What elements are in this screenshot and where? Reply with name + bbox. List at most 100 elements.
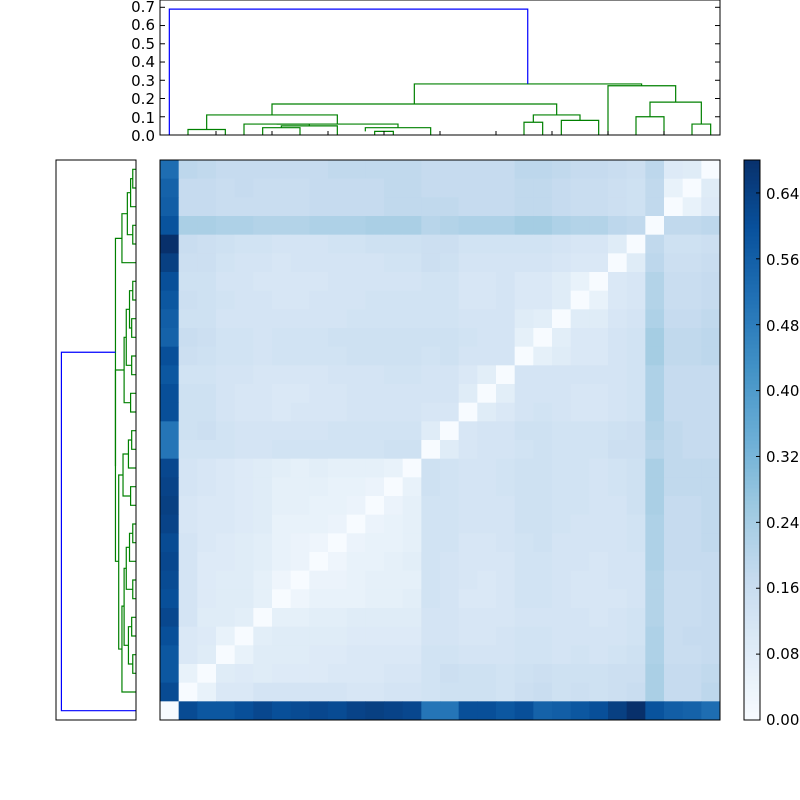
heatmap-cell (197, 477, 217, 497)
heatmap-cell (216, 234, 236, 254)
colorbar-segment (744, 608, 760, 613)
heatmap-cell (458, 309, 478, 329)
heatmap-cell (272, 402, 292, 422)
colorbar-segment (744, 508, 760, 513)
heatmap-cell (384, 272, 404, 292)
heatmap-cell (682, 253, 702, 273)
heatmap-cell (514, 626, 534, 646)
heatmap-cell (645, 253, 665, 273)
heatmap-cell (178, 421, 198, 441)
heatmap-cell (570, 272, 590, 292)
heatmap-cell (384, 440, 404, 460)
heatmap-cell (384, 570, 404, 590)
heatmap-cell (589, 253, 609, 273)
heatmap-cell (589, 533, 609, 553)
heatmap-cell (402, 178, 422, 198)
heatmap-cell (533, 514, 553, 534)
heatmap-cell (421, 552, 441, 572)
heatmap-cell (290, 328, 310, 348)
heatmap-cell (552, 290, 572, 310)
heatmap-cell (682, 589, 702, 609)
heatmap-cell (496, 290, 516, 310)
heatmap-cell (290, 589, 310, 609)
heatmap-cell (608, 645, 628, 665)
heatmap-cell (458, 178, 478, 198)
heatmap-cell (402, 477, 422, 497)
heatmap-cell (272, 197, 292, 217)
colorbar-segment (744, 600, 760, 605)
colorbar-segment (744, 240, 760, 245)
heatmap-cell (160, 514, 180, 534)
heatmap-cell (384, 664, 404, 684)
heatmap-cell (514, 234, 534, 254)
heatmap-cell (626, 701, 646, 721)
heatmap-cell (440, 290, 460, 310)
heatmap-cell (328, 458, 348, 478)
heatmap-cell (365, 421, 385, 441)
heatmap-cell (197, 664, 217, 684)
heatmap-cell (290, 197, 310, 217)
heatmap-cell (234, 253, 254, 273)
heatmap-cell (552, 421, 572, 441)
heatmap-cell (346, 234, 366, 254)
heatmap-cell (496, 570, 516, 590)
colorbar-segment (744, 376, 760, 381)
heatmap-cell (178, 664, 198, 684)
heatmap-cell (701, 645, 721, 665)
heatmap-cell (346, 552, 366, 572)
heatmap-cell (477, 402, 497, 422)
heatmap-cell (309, 234, 329, 254)
dendrogram-link (132, 579, 136, 600)
heatmap-cell (626, 626, 646, 646)
heatmap-cell (234, 514, 254, 534)
heatmap-cell (440, 626, 460, 646)
top-dendrogram-yaxis: 0.0 0.1 0.2 0.3 0.4 0.5 0.6 0.7 (131, 0, 155, 145)
heatmap-cell (682, 384, 702, 404)
heatmap-cell (197, 626, 217, 646)
colorbar-segment (744, 492, 760, 497)
heatmap-cell (589, 608, 609, 628)
heatmap-cell (440, 160, 460, 180)
colorbar-segment (744, 352, 760, 357)
heatmap-cell (253, 160, 273, 180)
heatmap-cell (626, 216, 646, 236)
colorbar-segment (744, 648, 760, 653)
heatmap-cell (440, 440, 460, 460)
heatmap-cell (701, 440, 721, 460)
heatmap-cell (533, 346, 553, 366)
heatmap-cell (402, 496, 422, 516)
heatmap-cell (440, 234, 460, 254)
heatmap-cell (234, 178, 254, 198)
heatmap-cell (682, 234, 702, 254)
heatmap-cell (402, 253, 422, 273)
heatmap-cell (533, 421, 553, 441)
heatmap-cell (216, 365, 236, 385)
heatmap-cell (384, 552, 404, 572)
heatmap-cell (608, 365, 628, 385)
heatmap-cell (253, 197, 273, 217)
heatmap-cell (570, 402, 590, 422)
dendrogram-link (132, 168, 136, 189)
colorbar-segment (744, 524, 760, 529)
heatmap-cell (458, 626, 478, 646)
heatmap-cell (701, 421, 721, 441)
heatmap (159, 159, 721, 721)
heatmap-cell (496, 608, 516, 628)
colorbar-axis: 0.00 0.08 0.16 0.24 0.32 0.40 0.48 0.56 … (766, 185, 799, 729)
heatmap-cell (309, 365, 329, 385)
heatmap-cell (514, 552, 534, 572)
heatmap-cell (197, 608, 217, 628)
colorbar-segment (744, 280, 760, 285)
colorbar-segment (744, 708, 760, 713)
heatmap-cell (458, 346, 478, 366)
heatmap-cell (701, 253, 721, 273)
heatmap-cell (533, 440, 553, 460)
heatmap-cell (365, 440, 385, 460)
heatmap-cell (290, 234, 310, 254)
heatmap-cell (496, 309, 516, 329)
heatmap-cell (514, 496, 534, 516)
heatmap-cell (589, 570, 609, 590)
heatmap-cell (682, 682, 702, 702)
colorbar-segment (744, 320, 760, 325)
heatmap-cell (216, 570, 236, 590)
